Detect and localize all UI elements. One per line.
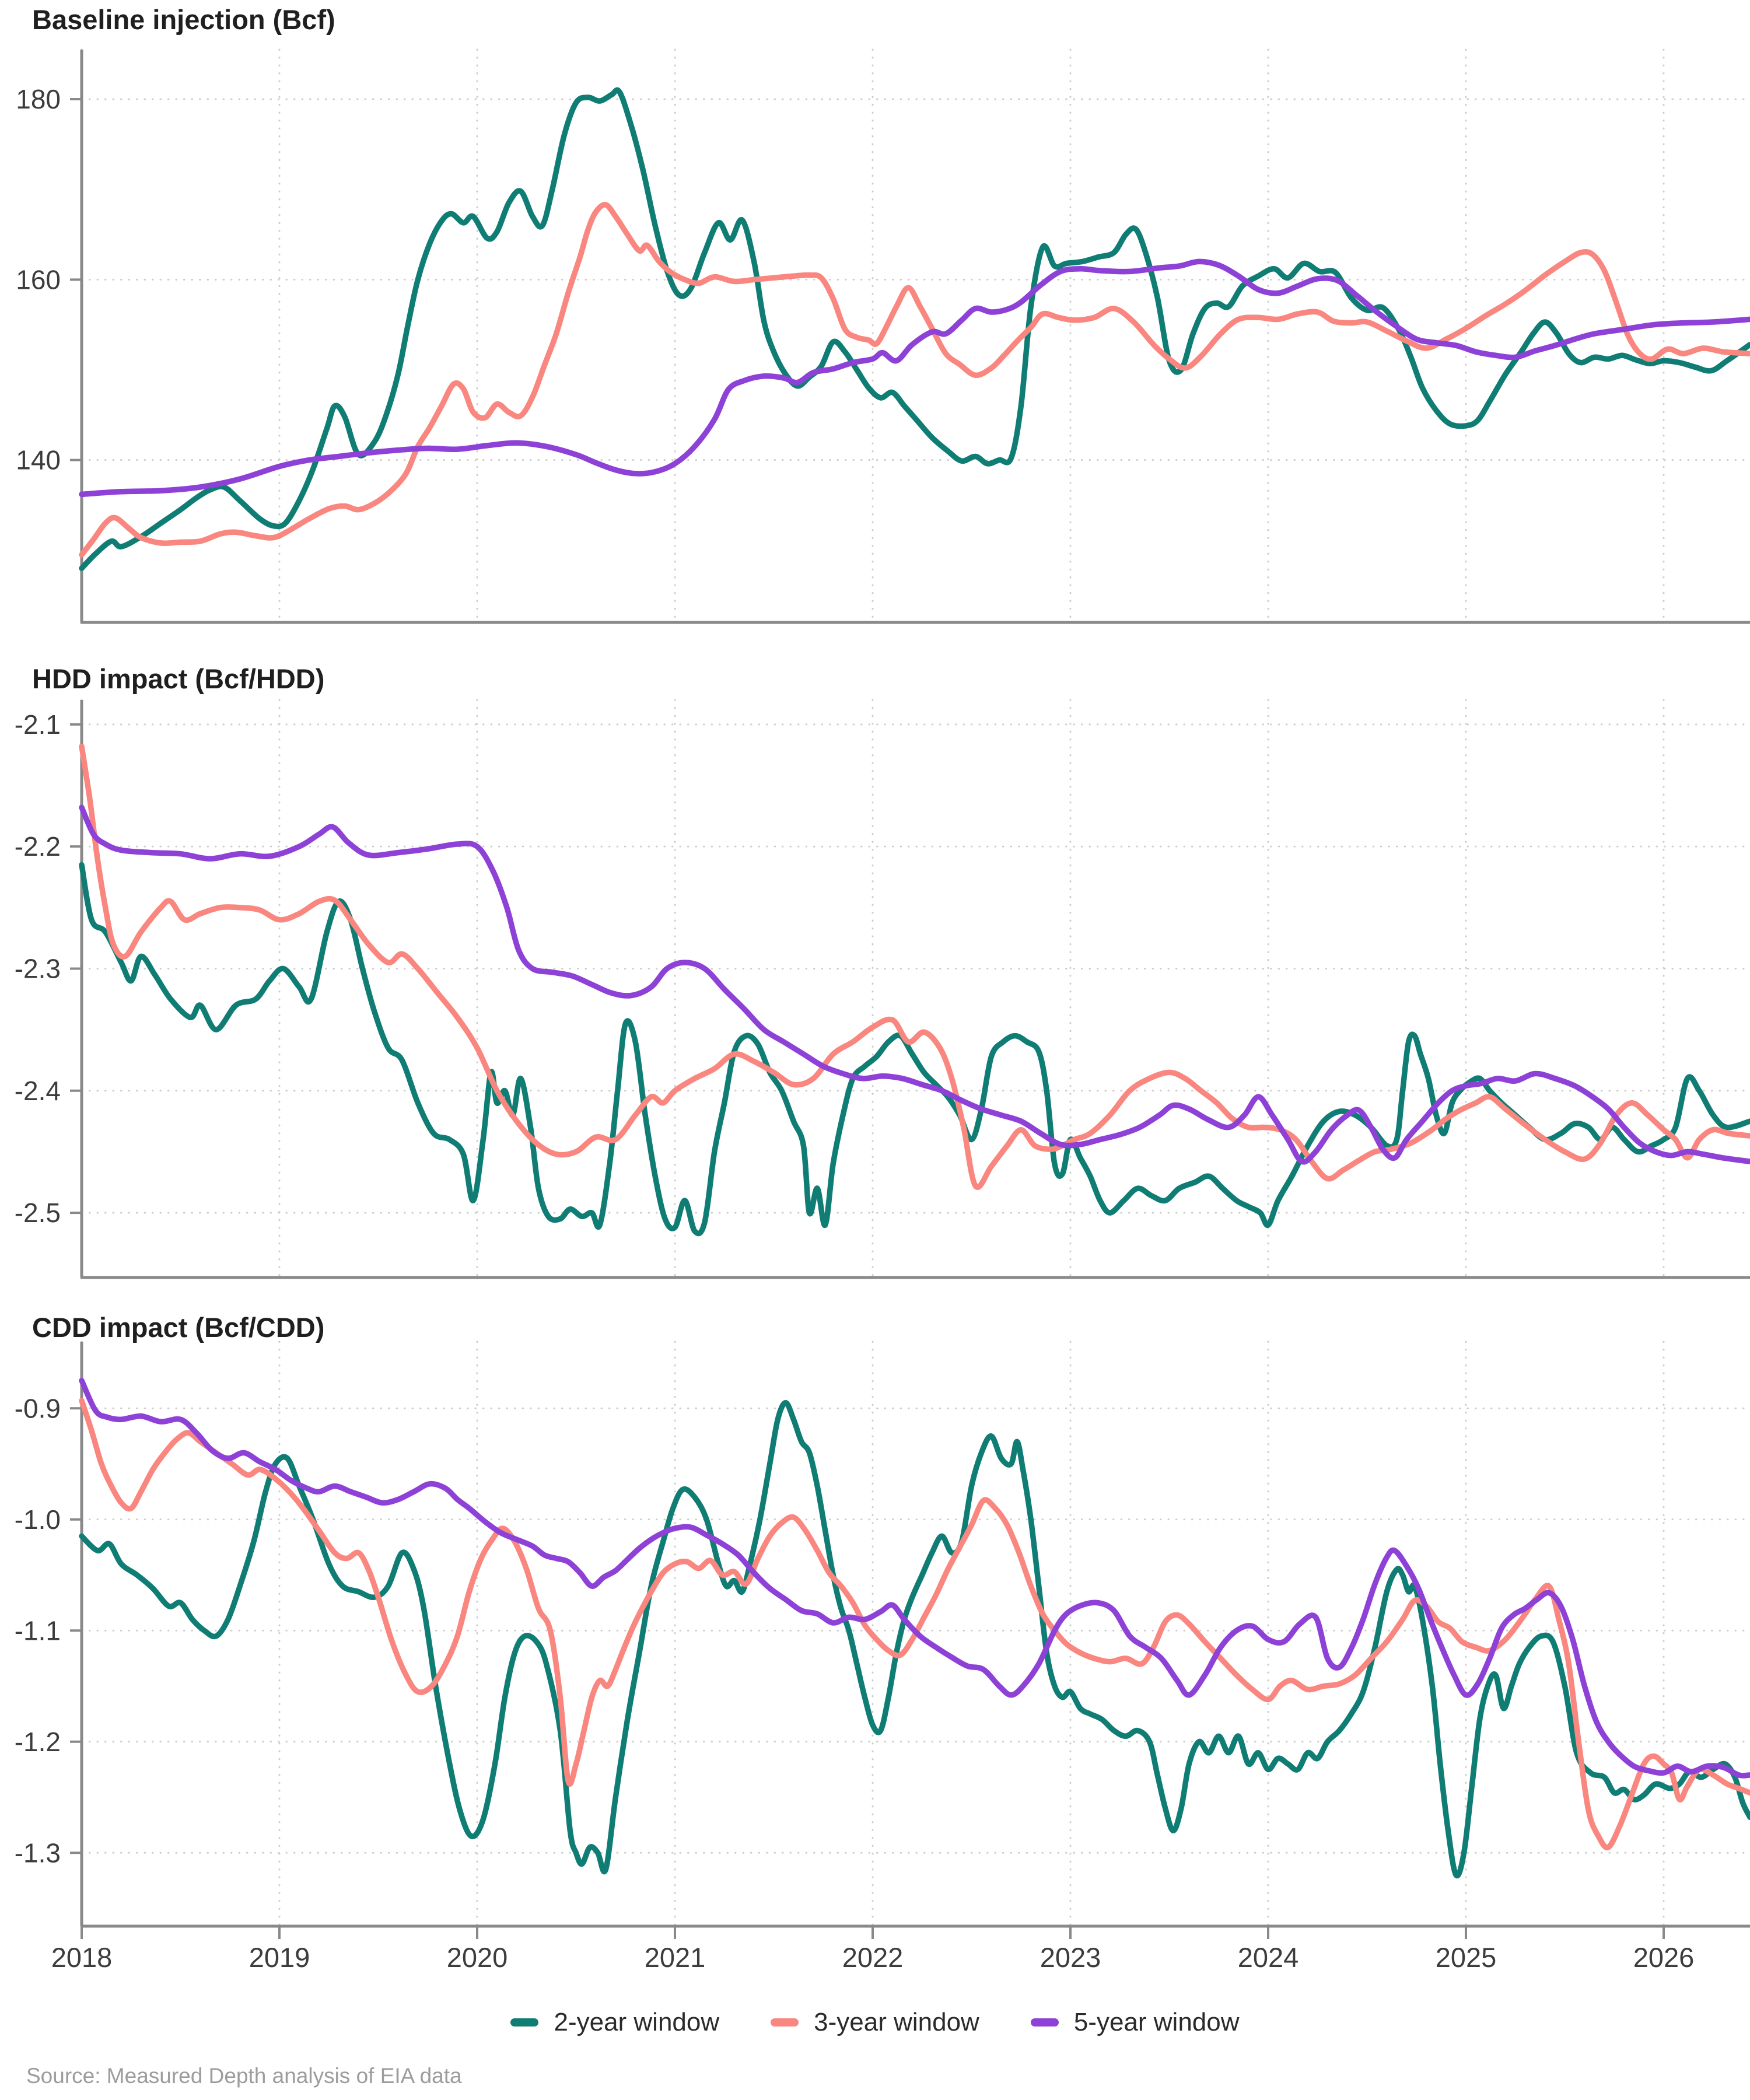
y-tick-label-panel1: 180 [16, 84, 61, 114]
y-tick-label-panel2: -2.4 [15, 1076, 61, 1106]
legend-label-2-year: 2-year window [554, 2008, 720, 2036]
y-tick-label-panel3: -0.9 [15, 1393, 61, 1423]
panel-title-cdd-impact: CDD impact (Bcf/CDD) [32, 1312, 325, 1343]
x-tick-label: 2018 [51, 1942, 113, 1973]
legend-swatch-3-year-icon [771, 2018, 799, 2027]
y-tick-label-panel3: -1.3 [15, 1838, 61, 1868]
legend-label-3-year: 3-year window [814, 2008, 979, 2036]
x-tick-label: 2025 [1436, 1942, 1497, 1973]
legend-item-5-year: 5-year window [1030, 2008, 1240, 2037]
x-tick-label: 2021 [645, 1942, 706, 1973]
y-tick-label-panel2: -2.1 [15, 709, 61, 740]
panel-title-hdd-impact: HDD impact (Bcf/HDD) [32, 663, 325, 694]
x-tick-label: 2019 [249, 1942, 310, 1973]
y-tick-label-panel3: -1.2 [15, 1727, 61, 1757]
series-line-5-year-window-panel2 [79, 804, 1750, 1165]
legend-swatch-2-year-icon [510, 2018, 539, 2027]
legend-swatch-5-year-icon [1030, 2018, 1059, 2027]
y-tick-label-panel2: -2.5 [15, 1198, 61, 1228]
x-tick-label: 2024 [1238, 1942, 1299, 1973]
y-tick-label-panel1: 140 [16, 445, 61, 475]
series-line-5-year-window-panel1 [79, 258, 1750, 498]
series-line-2-year-window-panel2 [79, 862, 1750, 1237]
series-line-3-year-window-panel2 [79, 743, 1750, 1190]
legend: 2-year window 3-year window 5-year windo… [0, 2008, 1750, 2037]
series-line-5-year-window-panel3 [79, 1377, 1750, 1779]
x-tick-label: 2022 [842, 1942, 904, 1973]
series-line-2-year-window-panel1 [79, 87, 1750, 571]
series-line-3-year-window-panel3 [79, 1398, 1750, 1850]
y-tick-label-panel2: -2.2 [15, 831, 61, 862]
source-note: Source: Measured Depth analysis of EIA d… [26, 2064, 462, 2088]
legend-item-2-year: 2-year window [510, 2008, 719, 2037]
y-tick-label-panel2: -2.3 [15, 953, 61, 984]
legend-label-5-year: 5-year window [1073, 2008, 1240, 2036]
panel-title-baseline-injection: Baseline injection (Bcf) [32, 4, 335, 35]
series-line-2-year-window-panel3 [79, 1400, 1750, 1879]
x-tick-label: 2023 [1040, 1942, 1101, 1973]
y-tick-label-panel3: -1.1 [15, 1615, 61, 1646]
legend-item-3-year: 3-year window [771, 2008, 979, 2037]
y-tick-label-panel1: 160 [16, 264, 61, 295]
x-tick-label: 2026 [1633, 1942, 1695, 1973]
x-tick-label: 2020 [447, 1942, 508, 1973]
y-tick-label-panel3: -1.0 [15, 1504, 61, 1535]
